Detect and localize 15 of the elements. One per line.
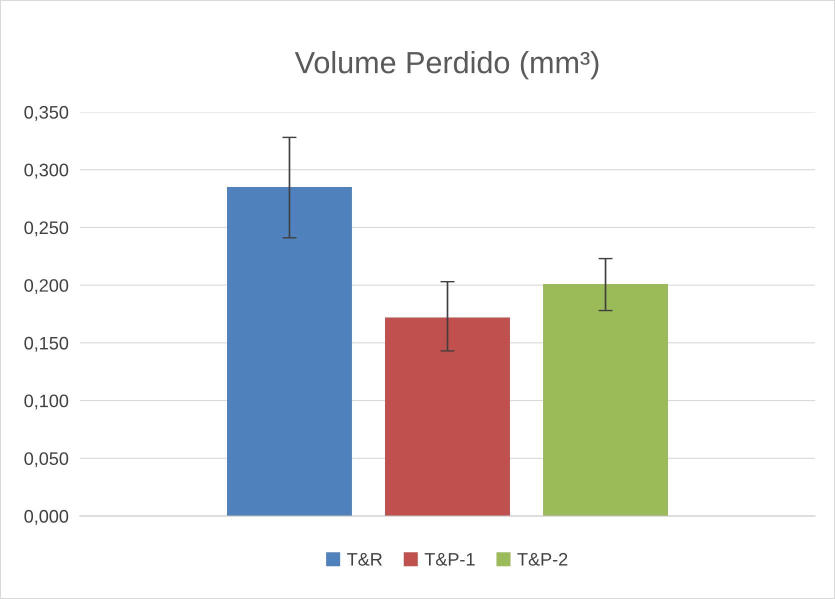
bar bbox=[227, 187, 352, 516]
legend-label: T&P-1 bbox=[424, 553, 475, 566]
y-tick-label: 0,350 bbox=[24, 106, 68, 121]
bar bbox=[385, 317, 510, 516]
chart-title: Volume Perdido (mm³) bbox=[294, 50, 598, 80]
legend-label: T&R bbox=[347, 553, 382, 566]
y-tick-label: 0,200 bbox=[24, 279, 68, 294]
bar bbox=[543, 284, 668, 516]
y-tick-label: 0,050 bbox=[24, 452, 68, 468]
y-tick-label: 0,100 bbox=[24, 394, 68, 410]
y-tick-label: 0,250 bbox=[24, 221, 68, 236]
y-tick-label: 0,000 bbox=[24, 510, 68, 525]
y-tick-label: 0,150 bbox=[24, 336, 68, 352]
y-tick-label: 0,300 bbox=[24, 164, 68, 179]
legend-label: T&P-2 bbox=[517, 552, 568, 566]
